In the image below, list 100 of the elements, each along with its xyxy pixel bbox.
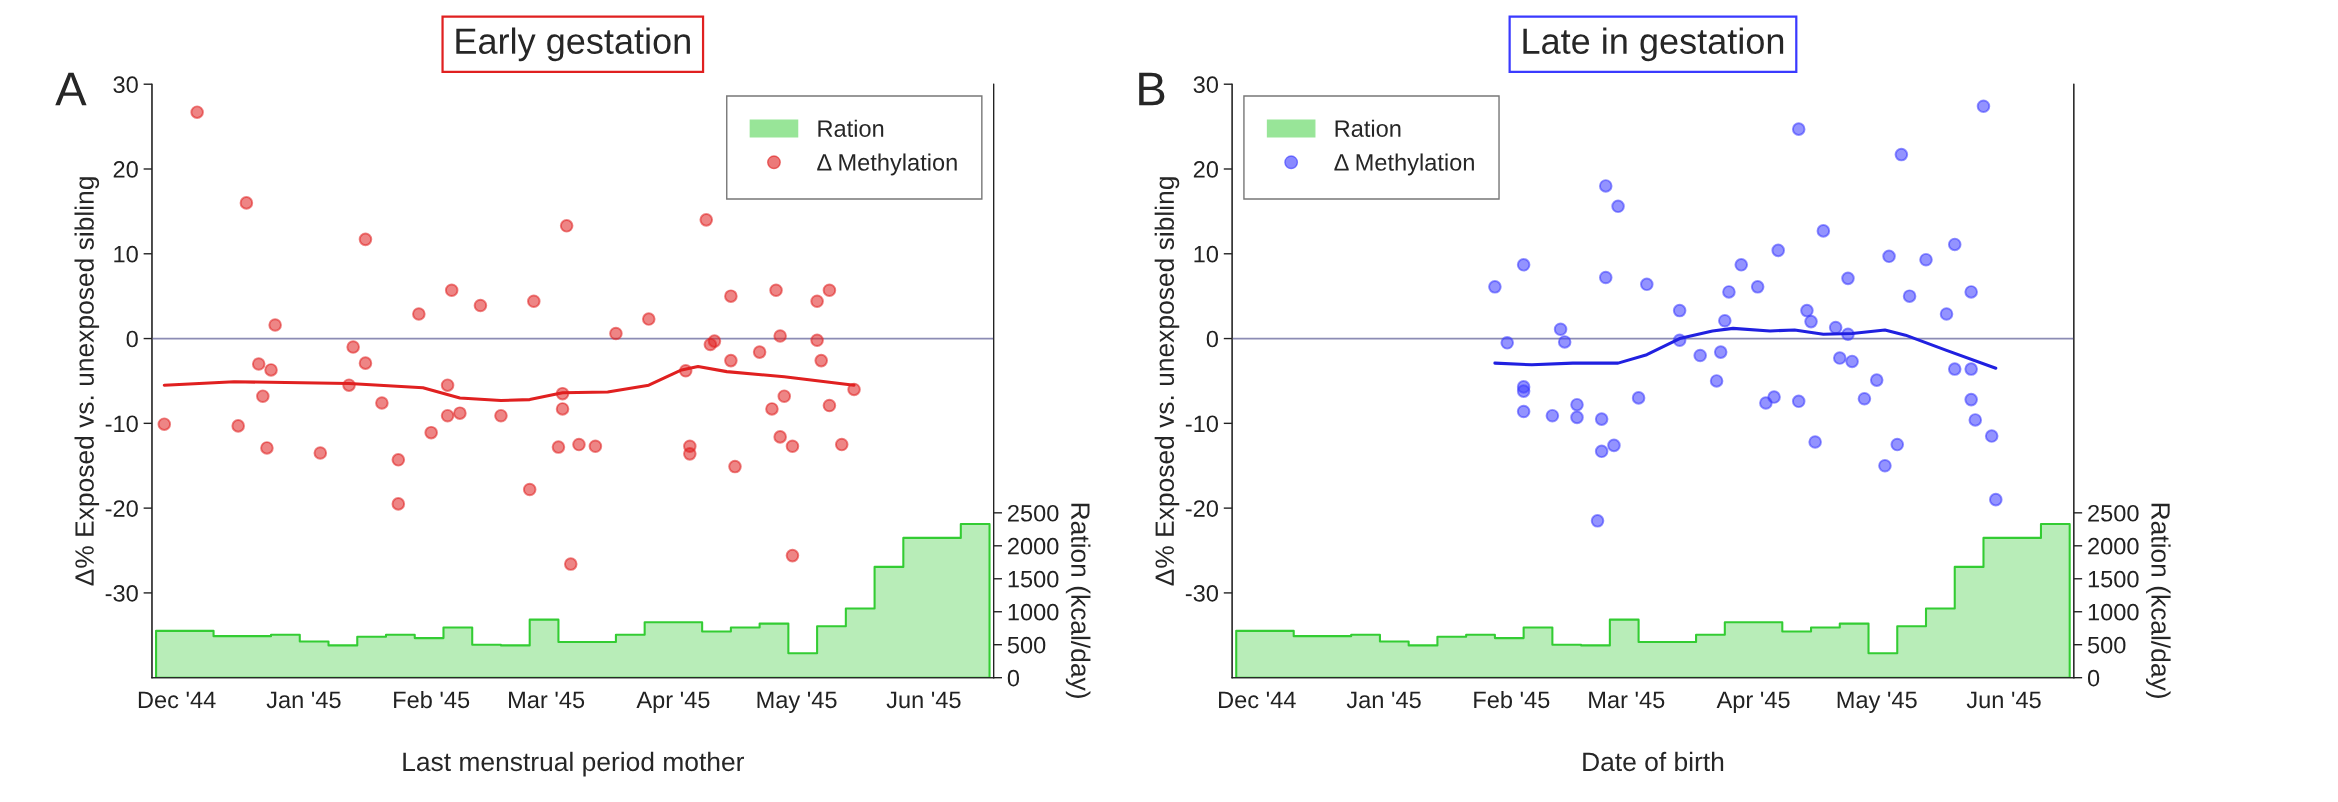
point	[473, 298, 488, 313]
x-tick-label: Dec '44	[1219, 691, 1296, 709]
y-tick-label: -20	[1185, 500, 1219, 517]
legend-label: Δ Methylation	[1334, 153, 1474, 176]
point	[765, 402, 779, 416]
point	[752, 345, 767, 359]
point	[777, 389, 792, 403]
y2-tick-label: 1000	[2088, 603, 2139, 621]
point	[563, 557, 578, 571]
x-tick-label: Jun '45	[886, 691, 961, 709]
legend-label: Ration	[818, 119, 884, 137]
point	[358, 232, 373, 247]
y2-tick-label: 500	[1007, 636, 1046, 654]
y2-tick-label: 2000	[1008, 537, 1059, 555]
point	[157, 417, 172, 431]
x-tick-label: Dec '44	[138, 691, 216, 709]
point	[391, 453, 406, 467]
point	[424, 425, 438, 440]
point	[260, 441, 274, 455]
point	[814, 353, 828, 368]
point	[699, 213, 714, 227]
y-tick-label: 0	[1206, 330, 1219, 348]
point	[822, 283, 837, 298]
point	[810, 333, 824, 348]
x-tick-label: May '45	[757, 691, 837, 713]
y-tick-label: -20	[105, 500, 138, 517]
y2-tick-label: 2000	[2088, 537, 2139, 555]
y-tick-label: -30	[105, 584, 138, 602]
point	[773, 430, 787, 444]
point	[375, 396, 389, 410]
point	[641, 312, 656, 326]
x-tick-label: Mar '45	[509, 691, 585, 709]
y-tick-label: 20	[1193, 161, 1219, 178]
x-axis-title: Date of birth	[1583, 751, 1724, 772]
point	[494, 408, 508, 423]
y-tick-label: 10	[114, 245, 138, 263]
point	[810, 294, 824, 309]
x-tick-label: Apr '45	[636, 691, 710, 713]
point	[522, 482, 537, 497]
y2-tick-label: 1500	[2088, 570, 2139, 588]
point	[412, 307, 426, 321]
point	[822, 398, 837, 413]
point	[728, 459, 742, 474]
text: B	[1139, 72, 1165, 106]
point	[527, 294, 541, 309]
chart-title: Late in gestation	[1523, 27, 1784, 62]
point	[572, 437, 586, 452]
point	[559, 219, 574, 233]
point	[264, 363, 278, 377]
point	[231, 419, 245, 433]
point	[773, 329, 787, 343]
y-tick-label: -30	[1185, 584, 1219, 602]
y-tick-label: 10	[1194, 245, 1219, 263]
x-tick-label: Jun '45	[1966, 691, 2041, 709]
y2-tick-label: 1500	[1008, 570, 1059, 588]
point	[358, 356, 373, 370]
x-tick-label: May '45	[1837, 691, 1917, 713]
y-tick-label: -10	[1185, 415, 1219, 433]
x-tick-label: Apr '45	[1716, 691, 1790, 713]
y-tick-label: 20	[113, 161, 138, 178]
x-tick-label: Feb '45	[394, 690, 470, 709]
point	[683, 447, 697, 461]
point	[785, 439, 800, 454]
y-tick-label: 30	[113, 76, 138, 93]
x-tick-label: Jan '45	[1346, 691, 1421, 709]
y2-tick-label: 1000	[1008, 603, 1059, 621]
point	[588, 439, 603, 454]
x-tick-label: Jan '45	[266, 691, 341, 709]
point	[190, 105, 204, 119]
y2-tick-label: 0	[1007, 669, 1020, 687]
y-tick-label: 0	[126, 330, 138, 348]
point	[551, 440, 566, 454]
point	[769, 283, 783, 298]
y2-axis-title: Ration (kcal/day)	[2146, 503, 2171, 698]
x-axis-title: Last menstrual period mother	[403, 751, 744, 777]
point	[444, 283, 459, 298]
y-tick-label: -10	[105, 415, 138, 433]
chart-title: Early gestation	[456, 27, 690, 62]
y2-tick-label: 0	[2087, 669, 2100, 687]
point	[440, 378, 455, 392]
y-axis-title: Δ% Exposed vs. unexposed sibling	[74, 177, 100, 586]
point	[724, 289, 738, 303]
point	[453, 406, 467, 420]
y2-axis-title: Ration (kcal/day)	[1065, 503, 1091, 698]
point	[707, 334, 722, 348]
legend-label: Δ Methylation	[817, 153, 957, 176]
legend-label: Ration	[1335, 119, 1401, 137]
x-tick-label: Feb '45	[1474, 690, 1550, 709]
point	[239, 196, 254, 210]
point	[440, 408, 455, 423]
y2-tick-label: 2500	[1008, 504, 1059, 522]
point	[555, 402, 570, 416]
point	[251, 357, 266, 371]
point	[313, 446, 328, 460]
point	[834, 437, 849, 452]
y-tick-label: 30	[1193, 76, 1219, 93]
point	[391, 497, 406, 511]
x-tick-label: Mar '45	[1589, 691, 1665, 709]
text: A	[55, 72, 87, 106]
point	[609, 326, 623, 341]
